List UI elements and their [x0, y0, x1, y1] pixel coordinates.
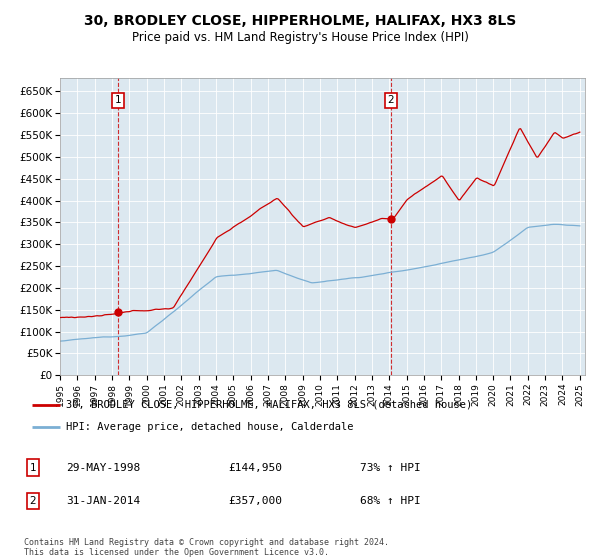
Text: 2: 2: [387, 95, 394, 105]
Text: HPI: Average price, detached house, Calderdale: HPI: Average price, detached house, Cald…: [65, 422, 353, 432]
Text: 1: 1: [115, 95, 122, 105]
Text: 73% ↑ HPI: 73% ↑ HPI: [360, 463, 421, 473]
Text: 2: 2: [29, 496, 37, 506]
Text: Contains HM Land Registry data © Crown copyright and database right 2024.
This d: Contains HM Land Registry data © Crown c…: [24, 538, 389, 557]
Text: 1: 1: [29, 463, 37, 473]
Text: £357,000: £357,000: [228, 496, 282, 506]
Text: 30, BRODLEY CLOSE, HIPPERHOLME, HALIFAX, HX3 8LS: 30, BRODLEY CLOSE, HIPPERHOLME, HALIFAX,…: [84, 14, 516, 28]
Text: 68% ↑ HPI: 68% ↑ HPI: [360, 496, 421, 506]
Text: 30, BRODLEY CLOSE, HIPPERHOLME, HALIFAX, HX3 8LS (detached house): 30, BRODLEY CLOSE, HIPPERHOLME, HALIFAX,…: [65, 400, 472, 410]
Text: 29-MAY-1998: 29-MAY-1998: [66, 463, 140, 473]
Text: £144,950: £144,950: [228, 463, 282, 473]
Text: Price paid vs. HM Land Registry's House Price Index (HPI): Price paid vs. HM Land Registry's House …: [131, 31, 469, 44]
Text: 31-JAN-2014: 31-JAN-2014: [66, 496, 140, 506]
